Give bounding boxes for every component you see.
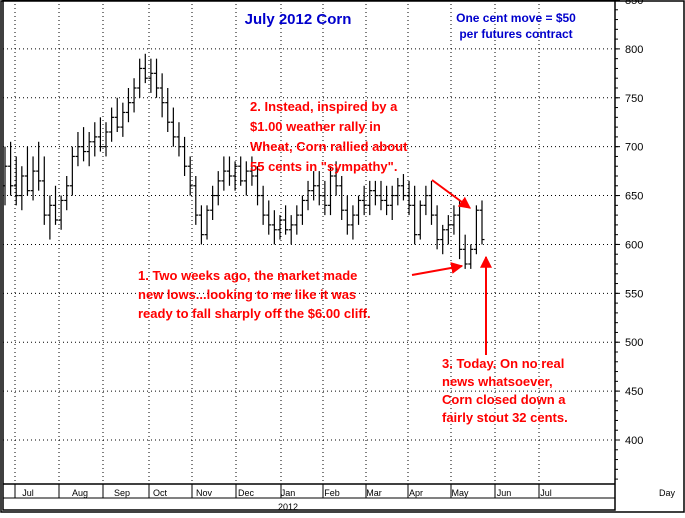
y-tick-label: 600 <box>625 239 643 251</box>
plot-border <box>2 0 616 511</box>
x-month-label: Aug <box>72 488 88 498</box>
y-tick-label: 500 <box>625 337 643 349</box>
grid-lines <box>3 0 615 484</box>
y-tick-label: 850 <box>625 0 643 7</box>
x-month-label: Sep <box>114 488 130 498</box>
axis-labels: 400 450 500 550 600 650 700 750 800 850 Jul Aug Sep O… <box>3 0 675 512</box>
chart-title: July 2012 Corn <box>245 11 352 28</box>
x-year-label: 2012 <box>278 502 298 512</box>
y-tick-label: 800 <box>625 44 643 56</box>
contract-note-line-2: per futures contract <box>459 27 572 41</box>
annotation-a1-line: ready to fall sharply off the $6.00 clif… <box>138 306 371 321</box>
contract-note-line-1: One cent move = $50 <box>456 11 576 25</box>
annotation-a3-line: fairly stout 32 cents. <box>442 410 568 425</box>
annotations: 2. Instead, inspired by a $1.00 weather r… <box>138 99 568 425</box>
price-bars <box>2 53 485 269</box>
annotation-a2-line: $1.00 weather rally in <box>250 119 381 134</box>
x-month-label: Feb <box>324 488 340 498</box>
y-tick-label: 550 <box>625 288 643 300</box>
annotation-a1-line: new lows...looking to me like it was <box>138 287 356 302</box>
annotation-a3-line: Corn closed down a <box>442 392 566 407</box>
y-tick-label: 650 <box>625 191 643 203</box>
annotation-a2-line: 2. Instead, inspired by a <box>250 99 398 114</box>
annotation-arrow <box>431 179 471 209</box>
annotation-a3-line: 3. Today. On no real <box>442 356 564 371</box>
x-month-label: Jun <box>497 488 512 498</box>
y-tick-label: 700 <box>625 142 643 154</box>
y-tick-label: 750 <box>625 93 643 105</box>
annotation-a2-line: Wheat, Corn rallied about <box>250 139 408 154</box>
annotation-arrow <box>411 262 464 276</box>
x-month-label: Jan <box>281 488 296 498</box>
x-month-label: Jul <box>540 488 552 498</box>
annotation-a3-line: news whatsoever, <box>442 374 553 389</box>
y-tick-label: 450 <box>625 386 643 398</box>
x-month-label: May <box>451 488 469 498</box>
x-month-label: Apr <box>409 488 423 498</box>
annotation-arrows <box>411 179 492 355</box>
x-month-label: Oct <box>153 488 168 498</box>
y-tick-label: 400 <box>625 435 643 447</box>
annotation-a1-line: 1. Two weeks ago, the market made <box>138 268 357 283</box>
x-month-label: Nov <box>196 488 213 498</box>
x-month-label: Dec <box>238 488 255 498</box>
x-unit-label: Day <box>659 488 676 498</box>
x-month-label: Jul <box>22 488 34 498</box>
annotation-a2-line: 55 cents in "sympathy". <box>250 159 397 174</box>
x-month-label: Mar <box>366 488 382 498</box>
